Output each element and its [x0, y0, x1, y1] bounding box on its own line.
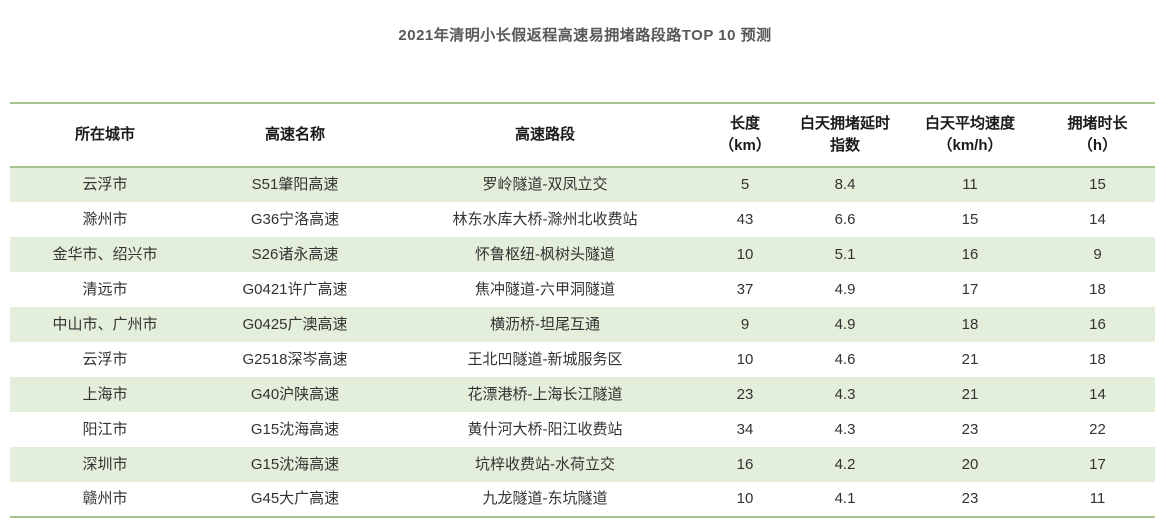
cell-avg-speed: 18	[961, 315, 979, 333]
cell-city: 阳江市	[82, 420, 128, 438]
cell-avg-speed: 21	[961, 385, 979, 403]
cell-city: 赣州市	[82, 490, 128, 507]
cell-duration-h: 15	[1089, 176, 1106, 193]
cell-duration-h: 18	[1089, 350, 1106, 368]
cell-delay-index: 8.4	[834, 176, 856, 193]
table-row: 阳江市 G15沈海高速 黄什河大桥-阳江收费站 34 4.3 23 22	[10, 412, 1155, 447]
cell-highway-section: 花漂港桥-上海长江隧道	[467, 385, 623, 403]
cell-duration-h: 17	[1089, 455, 1106, 473]
cell-highway-name: G2518深岑高速	[242, 350, 348, 368]
cell-highway-name: G0425广澳高速	[242, 315, 348, 333]
cell-highway-name: G15沈海高速	[250, 455, 340, 473]
cell-highway-section: 坑梓收费站-水荷立交	[475, 455, 615, 473]
cell-avg-speed: 17	[961, 280, 979, 298]
column-header-duration-h: 拥堵时长 （h）	[1040, 103, 1155, 168]
table-row: 滁州市 G36宁洛高速 林东水库大桥-滁州北收费站 43 6.6 15 14	[10, 202, 1155, 237]
column-header-avg-speed: 白天平均速度 （km/h）	[900, 103, 1040, 168]
column-header-delay-index: 白天拥堵延时 指数	[790, 103, 900, 168]
column-header-city: 所在城市	[10, 103, 200, 168]
table-body: 云浮市 S51肇阳高速 罗岭隧道-双凤立交 5 8.4 11 15 滁州市 G3…	[10, 167, 1155, 517]
cell-highway-name: S51肇阳高速	[251, 176, 339, 193]
cell-city: 滁州市	[82, 210, 128, 228]
cell-highway-name: G36宁洛高速	[250, 210, 340, 228]
cell-duration-h: 9	[1093, 245, 1102, 263]
cell-highway-section: 林东水库大桥-滁州北收费站	[452, 210, 638, 228]
cell-city: 金华市、绍兴市	[52, 245, 158, 263]
cell-highway-section: 罗岭隧道-双凤立交	[482, 176, 608, 193]
table-row: 深圳市 G15沈海高速 坑梓收费站-水荷立交 16 4.2 20 17	[10, 447, 1155, 482]
cell-highway-section: 黄什河大桥-阳江收费站	[467, 420, 623, 438]
cell-length-km: 43	[736, 210, 754, 228]
cell-length-km: 16	[736, 455, 754, 473]
cell-delay-index: 4.9	[834, 280, 856, 298]
cell-highway-name: G40沪陕高速	[250, 385, 340, 403]
congestion-table: 所在城市 高速名称 高速路段 长度 （km） 白天拥堵延时 指数 白天平均速度 …	[10, 102, 1155, 518]
cell-avg-speed: 15	[961, 210, 979, 228]
cell-city: 深圳市	[82, 455, 128, 473]
table-row: 上海市 G40沪陕高速 花漂港桥-上海长江隧道 23 4.3 21 14	[10, 377, 1155, 412]
cell-avg-speed: 11	[962, 176, 978, 193]
cell-highway-section: 王北凹隧道-新城服务区	[467, 350, 623, 368]
cell-delay-index: 4.1	[834, 490, 856, 507]
cell-duration-h: 22	[1089, 420, 1106, 438]
column-header-length-km: 长度 （km）	[700, 103, 790, 168]
cell-city: 中山市、广州市	[52, 315, 158, 333]
cell-length-km: 10	[736, 350, 754, 368]
cell-length-km: 10	[736, 245, 754, 263]
cell-length-km: 10	[736, 490, 754, 507]
cell-delay-index: 4.3	[834, 420, 856, 438]
cell-highway-section: 九龙隧道-东坑隧道	[482, 490, 608, 507]
cell-delay-index: 5.1	[834, 245, 856, 263]
cell-city: 清远市	[82, 280, 128, 298]
table-header-row: 所在城市 高速名称 高速路段 长度 （km） 白天拥堵延时 指数 白天平均速度 …	[10, 103, 1155, 168]
table-row: 金华市、绍兴市 S26诸永高速 怀鲁枢纽-枫树头隧道 10 5.1 16 9	[10, 237, 1155, 272]
cell-duration-h: 16	[1089, 315, 1106, 333]
cell-length-km: 23	[736, 385, 754, 403]
cell-avg-speed: 23	[961, 490, 979, 507]
cell-delay-index: 4.9	[834, 315, 856, 333]
cell-duration-h: 18	[1089, 280, 1106, 298]
cell-avg-speed: 23	[961, 420, 979, 438]
column-header-highway-section: 高速路段	[390, 103, 700, 168]
cell-highway-section: 横沥桥-坦尾互通	[490, 315, 600, 333]
cell-length-km: 34	[736, 420, 754, 438]
cell-length-km: 5	[740, 176, 750, 193]
cell-highway-name: G0421许广高速	[242, 280, 348, 298]
table-header: 所在城市 高速名称 高速路段 长度 （km） 白天拥堵延时 指数 白天平均速度 …	[10, 103, 1155, 168]
cell-delay-index: 4.6	[834, 350, 856, 368]
cell-highway-name: S26诸永高速	[251, 245, 339, 263]
cell-length-km: 37	[736, 280, 754, 298]
cell-avg-speed: 20	[961, 455, 979, 473]
cell-delay-index: 4.3	[834, 385, 856, 403]
cell-city: 云浮市	[82, 176, 128, 193]
cell-duration-h: 11	[1089, 490, 1106, 507]
cell-highway-name: G15沈海高速	[250, 420, 340, 438]
page-title: 2021年清明小长假返程高速易拥堵路段路TOP 10 预测	[398, 27, 772, 44]
cell-delay-index: 6.6	[834, 210, 856, 228]
table-row: 赣州市 G45大广高速 九龙隧道-东坑隧道 10 4.1 23 11	[10, 482, 1155, 517]
cell-highway-section: 焦冲隧道-六甲洞隧道	[475, 280, 615, 298]
cell-highway-name: G45大广高速	[250, 490, 340, 507]
table-row: 云浮市 G2518深岑高速 王北凹隧道-新城服务区 10 4.6 21 18	[10, 342, 1155, 377]
cell-city: 上海市	[82, 385, 128, 403]
cell-delay-index: 4.2	[834, 455, 856, 473]
cell-duration-h: 14	[1089, 385, 1106, 403]
cell-avg-speed: 16	[961, 245, 979, 263]
column-header-highway-name: 高速名称	[200, 103, 390, 168]
cell-city: 云浮市	[82, 350, 128, 368]
cell-length-km: 9	[740, 315, 750, 333]
table-row: 中山市、广州市 G0425广澳高速 横沥桥-坦尾互通 9 4.9 18 16	[10, 307, 1155, 342]
page: 2021年清明小长假返程高速易拥堵路段路TOP 10 预测 所在城市 高速名称 …	[0, 24, 1170, 524]
cell-duration-h: 14	[1089, 210, 1106, 228]
cell-highway-section: 怀鲁枢纽-枫树头隧道	[475, 245, 615, 263]
table-row: 云浮市 S51肇阳高速 罗岭隧道-双凤立交 5 8.4 11 15	[10, 167, 1155, 202]
cell-avg-speed: 21	[961, 350, 979, 368]
table-row: 清远市 G0421许广高速 焦冲隧道-六甲洞隧道 37 4.9 17 18	[10, 272, 1155, 307]
